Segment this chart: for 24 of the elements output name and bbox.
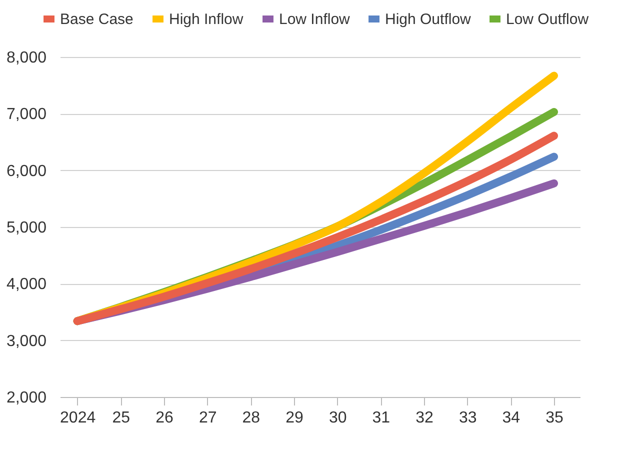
y-tick-label: 2,000 (6, 390, 47, 406)
x-tick-label: 25 (112, 410, 130, 426)
legend-label: Low Outflow (506, 11, 589, 28)
x-tick-label: 32 (416, 410, 434, 426)
y-tick-label: 3,000 (6, 332, 47, 350)
y-tick-label: 5,000 (6, 220, 47, 236)
x-tick-label: 28 (242, 410, 260, 426)
legend-label: High Inflow (169, 11, 244, 28)
x-tick-label: 2024 (60, 410, 96, 426)
x-tick-label: 31 (372, 410, 390, 426)
y-tick-label: 7,000 (6, 106, 47, 124)
y-tick-label: 6,000 (6, 162, 47, 180)
x-tick-label: 35 (546, 410, 564, 426)
legend-label: High Outflow (385, 11, 472, 28)
x-tick-label: 26 (156, 410, 174, 426)
y-tick-label: 8,000 (6, 50, 47, 66)
x-tick-label: 29 (286, 410, 304, 426)
y-tick-label: 4,000 (6, 276, 47, 294)
x-tick-label: 27 (198, 410, 217, 426)
x-tick-label: 34 (502, 410, 520, 426)
x-tick-label: 33 (458, 410, 477, 426)
legend-label: Base Case (60, 11, 134, 28)
legend-label: Low Inflow (279, 11, 350, 28)
x-tick-label: 30 (328, 410, 347, 426)
